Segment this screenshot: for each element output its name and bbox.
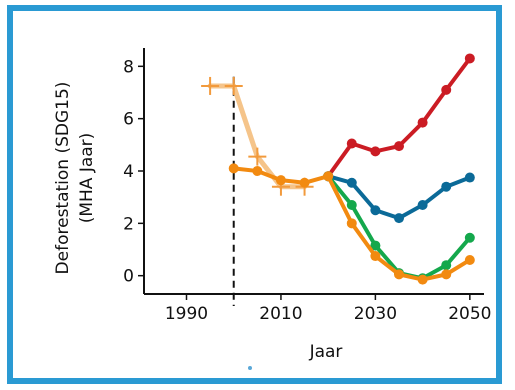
x-tick-label: 2010	[259, 304, 302, 324]
data-point	[370, 240, 381, 251]
data-point	[394, 269, 404, 280]
data-point	[370, 205, 381, 216]
historical-marker	[248, 147, 267, 166]
historical-marker	[224, 76, 243, 95]
data-point	[417, 200, 428, 211]
y-axis-title-line-1: Deforestation (SDG15)	[53, 82, 73, 275]
y-tick-label: 4	[123, 162, 134, 182]
historical-series	[201, 76, 314, 196]
x-tick-label: 2050	[448, 304, 491, 324]
y-axis-title-line-2: (MHA Jaar)	[77, 133, 97, 224]
data-point	[299, 177, 310, 188]
x-tick-label: 2030	[354, 304, 397, 324]
data-point	[464, 53, 475, 64]
data-point	[464, 172, 475, 183]
data-point	[346, 138, 357, 149]
y-tick-label: 6	[123, 110, 134, 130]
data-point	[346, 177, 357, 188]
y-tick-label: 0	[123, 267, 134, 287]
data-point	[417, 117, 428, 128]
series-2	[323, 171, 475, 284]
data-point	[441, 260, 452, 271]
chart-frame	[7, 5, 502, 384]
historical-marker	[201, 76, 220, 95]
data-point	[441, 269, 452, 280]
axes: 0 2 4 6 8 1990 2010 2030 2050	[123, 48, 491, 324]
y-tick-label: 2	[123, 214, 134, 234]
data-point	[275, 175, 286, 186]
series-3	[228, 163, 475, 285]
data-point	[346, 218, 357, 229]
data-point	[228, 163, 239, 174]
scenario-series	[228, 53, 475, 285]
x-tick-label: 1990	[165, 304, 208, 324]
data-point	[323, 171, 334, 182]
data-point	[252, 166, 263, 176]
y-tick-label: 8	[123, 57, 134, 77]
data-point	[417, 274, 428, 285]
data-point	[370, 251, 381, 262]
data-point	[464, 232, 475, 243]
data-point	[441, 84, 452, 95]
series-line	[326, 56, 472, 179]
data-point	[394, 213, 404, 224]
marker-dot	[248, 366, 252, 370]
series-0	[323, 53, 475, 182]
x-axis-title: Jaar	[309, 342, 343, 362]
data-point	[464, 254, 475, 265]
data-point	[370, 146, 381, 157]
data-point	[346, 200, 357, 211]
data-point	[441, 181, 452, 192]
data-point	[394, 141, 404, 152]
